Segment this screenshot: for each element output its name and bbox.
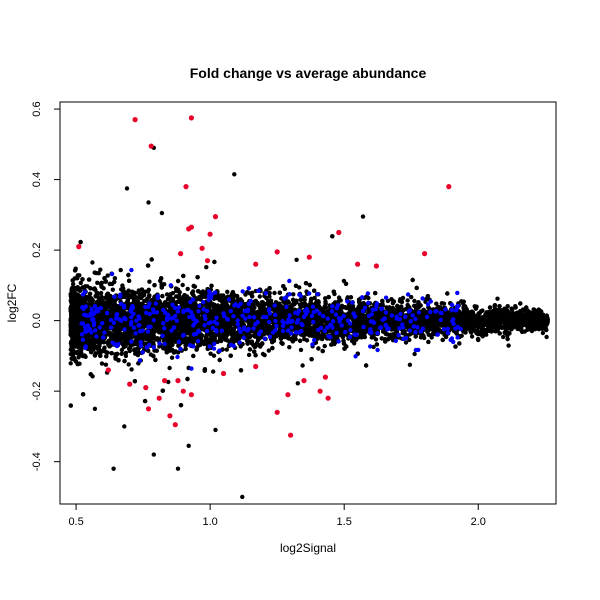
data-point xyxy=(312,295,317,301)
data-point xyxy=(505,304,510,309)
data-point xyxy=(167,365,172,371)
data-point xyxy=(287,345,292,350)
data-point xyxy=(403,340,409,345)
data-point xyxy=(506,343,511,348)
data-point xyxy=(385,298,391,304)
data-point xyxy=(272,290,277,296)
data-point xyxy=(129,367,134,372)
data-point xyxy=(469,334,475,339)
data-point xyxy=(298,347,304,353)
data-point xyxy=(166,379,171,385)
data-point xyxy=(322,343,327,349)
data-point xyxy=(118,267,123,273)
data-point xyxy=(544,334,549,340)
data-point xyxy=(291,292,296,297)
data-point xyxy=(522,329,527,334)
data-point xyxy=(169,355,175,360)
data-point xyxy=(147,279,152,284)
data-point xyxy=(126,362,131,367)
data-point xyxy=(279,296,284,301)
data-point xyxy=(371,344,376,350)
data-point xyxy=(204,265,209,270)
data-point xyxy=(98,290,104,296)
data-point xyxy=(412,351,417,357)
data-point xyxy=(257,294,262,299)
data-point xyxy=(495,296,500,301)
data-point xyxy=(99,361,105,366)
data-point xyxy=(78,280,84,286)
data-point xyxy=(94,270,99,276)
data-point xyxy=(249,290,255,295)
data-point xyxy=(98,267,103,272)
data-point xyxy=(405,298,410,303)
data-point xyxy=(246,352,252,358)
data-point xyxy=(90,260,95,265)
data-point xyxy=(110,287,116,292)
data-point xyxy=(323,296,328,301)
data-point xyxy=(540,330,546,336)
data-point xyxy=(429,335,434,340)
data-point xyxy=(434,301,439,306)
points-layer xyxy=(68,115,550,500)
chart-title: Fold change vs average abundance xyxy=(190,65,427,81)
